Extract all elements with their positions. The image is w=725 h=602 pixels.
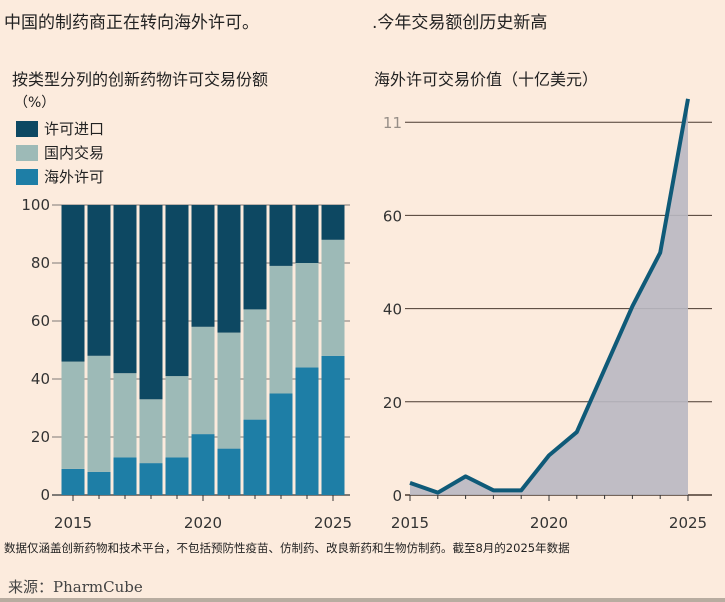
y-tick-label: 40 bbox=[383, 301, 402, 319]
bar-segment bbox=[217, 205, 241, 333]
bar-segment bbox=[321, 355, 345, 495]
bar-segment bbox=[87, 355, 111, 472]
x-tick-label: 2025 bbox=[669, 514, 707, 532]
y-tick-label: 60 bbox=[383, 207, 402, 225]
y-tick-label: 20 bbox=[31, 428, 50, 446]
bar-segment bbox=[139, 463, 163, 495]
bar-segment bbox=[269, 205, 293, 266]
bar-segment bbox=[165, 376, 189, 458]
bar-segment bbox=[165, 205, 189, 377]
left-chart-unit: （%） bbox=[14, 95, 56, 111]
legend-label: 海外许可 bbox=[44, 168, 105, 186]
bar-segment bbox=[217, 448, 241, 495]
bar-segment bbox=[243, 205, 267, 310]
bar-segment bbox=[321, 205, 345, 240]
right-chart-title: 海外许可交易价值（十亿美元） bbox=[374, 70, 599, 89]
bar-segment bbox=[321, 239, 345, 356]
bar-segment bbox=[165, 457, 189, 495]
y-tick-label: 11 bbox=[383, 114, 402, 132]
x-tick-label: 2015 bbox=[54, 514, 92, 532]
bar-segment bbox=[87, 471, 111, 495]
area-fill bbox=[410, 98, 688, 496]
headline-right: .今年交易额创历史新高 bbox=[372, 13, 548, 33]
bar-segment bbox=[61, 468, 85, 495]
legend-label: 国内交易 bbox=[44, 144, 105, 162]
y-tick-label: 0 bbox=[40, 486, 50, 504]
bar-segment bbox=[113, 373, 137, 458]
bar-segment bbox=[191, 434, 215, 495]
source: 来源：PharmCube bbox=[8, 578, 143, 596]
legend-item-overseas: 海外许可 bbox=[16, 166, 104, 187]
bar-segment bbox=[139, 399, 163, 464]
legend-item-import: 许可进口 bbox=[16, 118, 104, 139]
bar-segment bbox=[295, 367, 319, 495]
bar-segment bbox=[269, 265, 293, 394]
bar-segment bbox=[295, 205, 319, 263]
x-tick-label: 2020 bbox=[530, 514, 568, 532]
bar-segment bbox=[61, 205, 85, 362]
bar-segment bbox=[269, 393, 293, 495]
x-tick-label: 2020 bbox=[184, 514, 222, 532]
y-tick-label: 0 bbox=[392, 487, 402, 505]
legend-swatch bbox=[16, 144, 38, 161]
bar-segment bbox=[139, 205, 163, 400]
bottom-divider bbox=[0, 598, 725, 602]
footnote: 数据仅涵盖创新药物和技术平台，不包括预防性疫苗、仿制药、改良新药和生物仿制药。截… bbox=[4, 541, 570, 555]
x-tick-label: 2015 bbox=[391, 514, 429, 532]
y-tick-label: 40 bbox=[31, 370, 50, 388]
y-tick-label: 100 bbox=[21, 196, 50, 214]
bar-segment bbox=[191, 205, 215, 327]
bar-segment bbox=[295, 263, 319, 368]
legend-label: 许可进口 bbox=[44, 120, 105, 138]
bar-segment bbox=[87, 205, 111, 356]
bar-segment bbox=[61, 361, 85, 469]
headline-left: 中国的制药商正在转向海外许可。 bbox=[4, 13, 259, 33]
y-tick-label: 60 bbox=[31, 312, 50, 330]
bar-segment bbox=[217, 332, 241, 449]
y-tick-label: 20 bbox=[383, 394, 402, 412]
legend-swatch bbox=[16, 120, 38, 137]
legend-swatch bbox=[16, 168, 38, 185]
bar-segment bbox=[113, 205, 137, 374]
bar-segment bbox=[113, 457, 137, 495]
bar-segment bbox=[243, 419, 267, 495]
y-tick-label: 80 bbox=[31, 254, 50, 272]
bar-segment bbox=[191, 326, 215, 435]
legend-item-domestic: 国内交易 bbox=[16, 142, 104, 163]
x-tick-label: 2025 bbox=[314, 514, 352, 532]
left-chart-title: 按类型分列的创新药物许可交易份额 bbox=[12, 70, 269, 89]
bar-segment bbox=[243, 309, 267, 420]
